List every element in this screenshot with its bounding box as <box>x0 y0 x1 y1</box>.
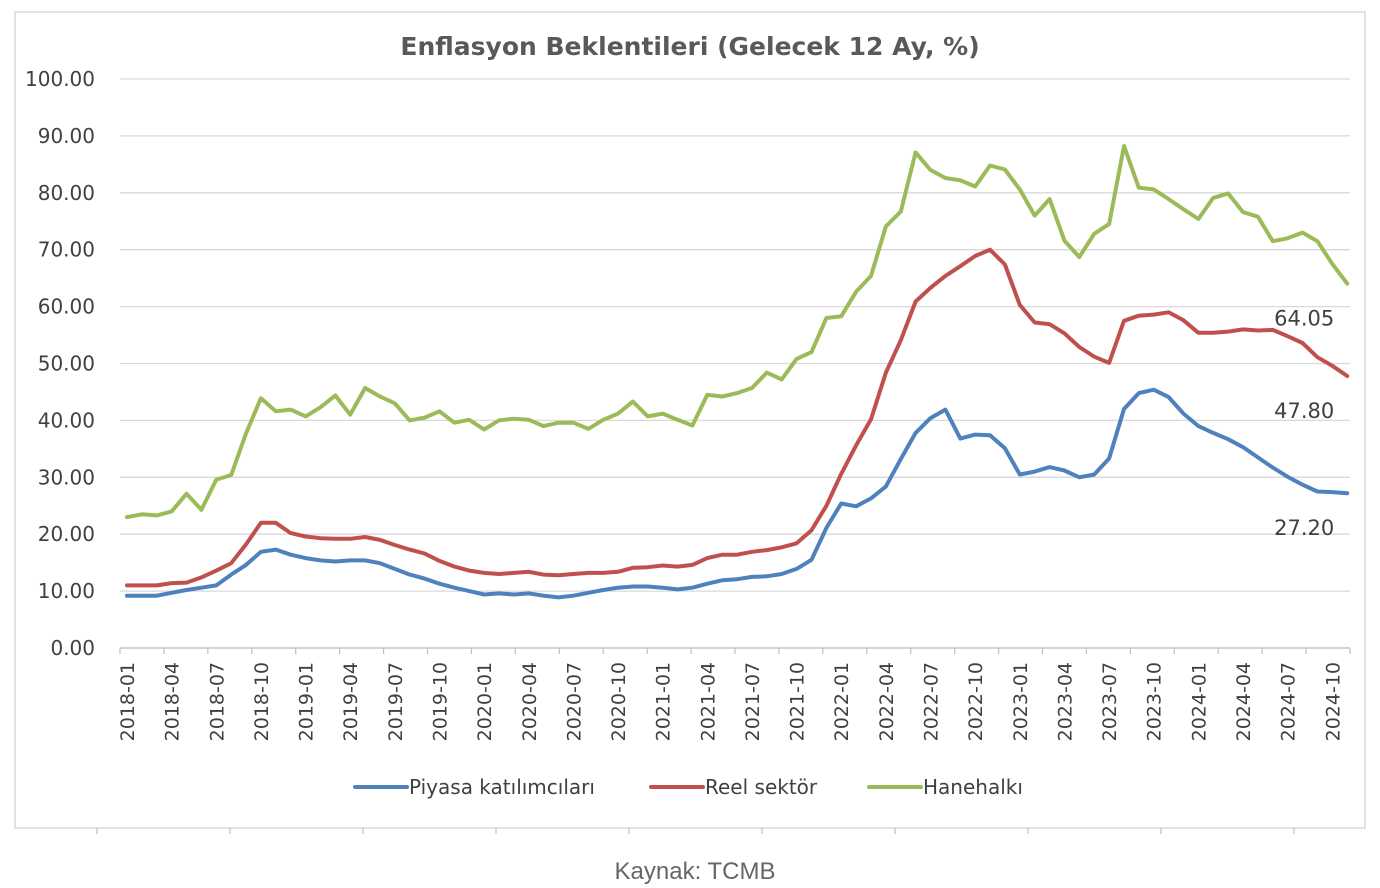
x-tick-label: 2024-10 <box>1322 662 1344 741</box>
bottom-border-ticks <box>96 828 1295 834</box>
end-value-labels: 64.05 47.80 27.20 <box>1274 307 1334 541</box>
y-tick-label: 70.00 <box>38 238 95 262</box>
y-tick-label: 40.00 <box>38 408 95 432</box>
legend: Piyasa katılımcıları Reel sektör Hanehalkı <box>353 775 1023 799</box>
x-tick-label: 2020-01 <box>474 662 496 741</box>
source-note: Kaynak: TCMB <box>614 858 776 885</box>
y-tick-label: 50.00 <box>38 352 95 376</box>
x-tick-label: 2021-01 <box>653 662 675 741</box>
x-tick-label: 2020-04 <box>519 662 541 741</box>
end-value-label: 64.05 <box>1274 307 1334 331</box>
legend-label: Piyasa katılımcıları <box>409 775 595 799</box>
y-tick-label: 80.00 <box>38 181 95 205</box>
series-line <box>125 387 1350 600</box>
x-tick-label: 2022-04 <box>876 662 898 741</box>
x-tick-label: 2022-01 <box>831 662 853 741</box>
end-value-label: 27.20 <box>1274 516 1334 540</box>
x-tick-label: 2018-10 <box>251 662 273 741</box>
y-tick-label: 10.00 <box>38 579 95 603</box>
x-tick-label: 2021-07 <box>742 662 764 741</box>
series-lines <box>125 144 1350 600</box>
x-tick-label: 2020-10 <box>608 662 630 741</box>
x-axis-ticks: 2018-01 2018-04 2018-07 2018-10 2019-01 2019-… <box>117 662 1344 741</box>
end-value-label: 47.80 <box>1274 399 1334 423</box>
x-tick-label: 2022-10 <box>965 662 987 741</box>
series-line <box>125 144 1350 520</box>
x-axis <box>119 647 1351 654</box>
x-tick-label: 2018-04 <box>162 662 184 741</box>
x-tick-label: 2024-01 <box>1188 662 1210 741</box>
legend-label: Reel sektör <box>705 775 818 799</box>
x-tick-label: 2021-10 <box>787 662 809 741</box>
x-tick-label: 2020-07 <box>563 662 585 741</box>
y-tick-label: 90.00 <box>38 124 95 148</box>
y-tick-label: 60.00 <box>38 295 95 319</box>
y-tick-label: 0.00 <box>50 636 95 660</box>
x-tick-label: 2021-04 <box>697 662 719 741</box>
y-tick-label: 30.00 <box>38 465 95 489</box>
x-tick-label: 2023-01 <box>1010 662 1032 741</box>
chart-title: Enflasyon Beklentileri (Gelecek 12 Ay, %… <box>400 32 979 61</box>
x-tick-label: 2022-07 <box>921 662 943 741</box>
x-tick-label: 2023-07 <box>1099 662 1121 741</box>
y-tick-label: 100.00 <box>25 67 95 91</box>
x-tick-label: 2018-01 <box>117 662 139 741</box>
legend-label: Hanehalkı <box>923 775 1023 799</box>
x-tick-label: 2019-07 <box>385 662 407 741</box>
x-tick-label: 2023-10 <box>1144 662 1166 741</box>
y-tick-label: 20.00 <box>38 522 95 546</box>
series-line <box>125 247 1350 588</box>
y-axis-ticks: 0.00 10.00 20.00 30.00 40.00 50.00 60.00 70.00 8… <box>25 67 95 660</box>
x-tick-label: 2019-01 <box>296 662 318 741</box>
x-tick-label: 2024-04 <box>1233 662 1255 741</box>
x-tick-label: 2024-07 <box>1278 662 1300 741</box>
x-tick-label: 2023-04 <box>1054 662 1076 741</box>
x-tick-label: 2018-07 <box>206 662 228 741</box>
x-tick-label: 2019-10 <box>429 662 451 741</box>
x-tick-label: 2019-04 <box>340 662 362 741</box>
